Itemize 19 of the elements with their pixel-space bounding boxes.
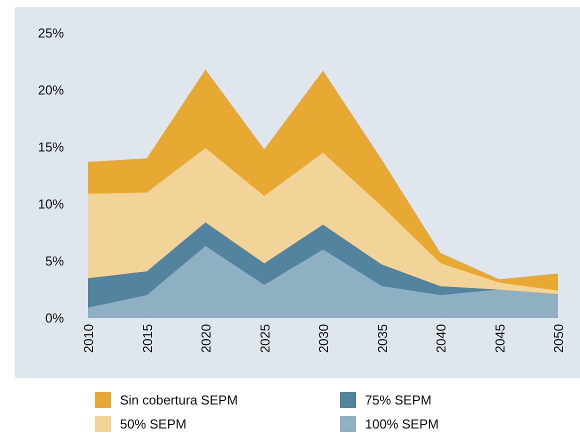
x-tick-label: 2035 (374, 324, 390, 353)
y-tick-label: 0% (45, 310, 64, 326)
legend-label: 75% SEPM (365, 392, 432, 408)
x-tick-label: 2040 (434, 324, 448, 353)
x-tick-label: 2030 (316, 324, 331, 353)
x-tick-label: 2015 (140, 324, 155, 353)
legend-label: 100% SEPM (365, 416, 439, 432)
y-tick-label: 25% (38, 26, 64, 41)
x-tick-label: 2045 (492, 324, 508, 353)
x-tick-label: 2025 (257, 324, 272, 353)
x-tick-label: 2010 (81, 324, 96, 353)
legend-label: 50% SEPM (120, 416, 186, 432)
y-tick-label: 5% (45, 254, 64, 269)
legend-label: Sin cobertura SEPM (120, 392, 238, 408)
y-tick-label: 15% (38, 140, 64, 155)
x-tick-label: 2050 (551, 324, 566, 353)
x-tick-label: 2020 (198, 324, 214, 353)
y-tick-label: 20% (38, 82, 64, 98)
y-tick-label: 10% (38, 196, 64, 212)
